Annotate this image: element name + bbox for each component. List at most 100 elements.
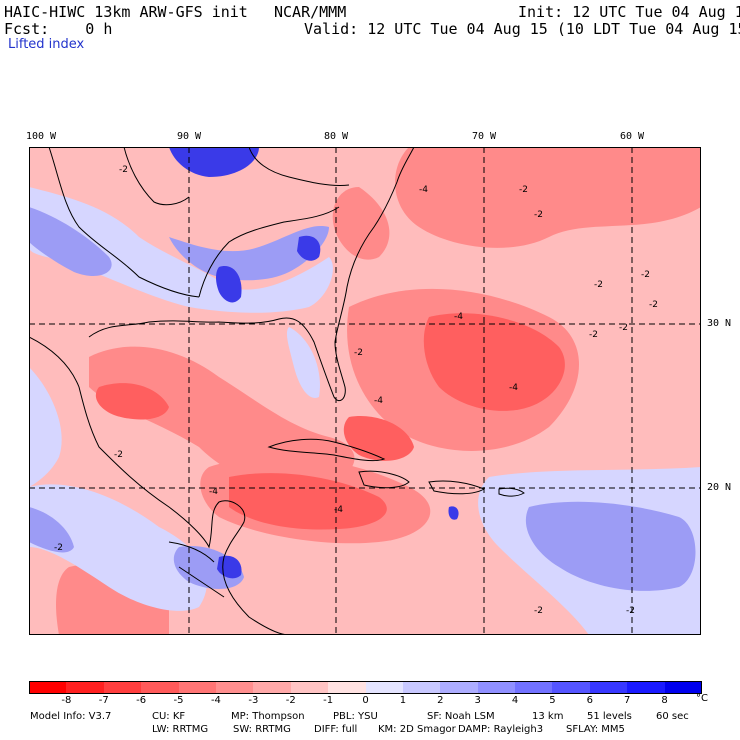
contour-label: -4 (209, 487, 218, 497)
contour-label: -4 (374, 396, 383, 406)
init-time: Init: 12 UTC Tue 04 Aug 15 (518, 3, 740, 21)
colorbar-label: -8 (61, 695, 72, 706)
contour-label: -2 (114, 450, 123, 460)
time-step: 60 sec (656, 711, 689, 722)
valid-time: Valid: 12 UTC Tue 04 Aug 15 (10 LDT Tue … (304, 20, 740, 38)
lon-label: 100 W (25, 131, 57, 142)
contour-label: -2 (626, 606, 635, 616)
li-region-pos-mid (29, 207, 112, 277)
lon-label: 80 W (323, 131, 349, 142)
li-region-neg (395, 147, 701, 248)
colorbar-label: -2 (285, 695, 296, 706)
contour-label: -2 (354, 348, 363, 358)
li-region-pos-strong (448, 506, 459, 520)
coastline (29, 147, 525, 635)
forecast-hour: Fcst: 0 h (4, 20, 113, 38)
colorbar-label: 7 (624, 695, 631, 706)
field-name: Lifted index (8, 37, 85, 52)
lon-label: 60 W (619, 131, 645, 142)
lat-lon-grid (29, 147, 701, 635)
colorbar-swatch (627, 681, 666, 694)
colorbar-label: 0 (362, 695, 369, 706)
contour-label: -4 (334, 505, 343, 515)
contour-label: -4 (454, 312, 463, 322)
lat-label: 20 N (707, 482, 732, 493)
vertical-levels: 51 levels (587, 711, 632, 722)
colorbar-unit: °C (696, 693, 708, 704)
damping-option: DAMP: Rayleigh3 (458, 724, 544, 735)
li-region-neg-strong (95, 383, 169, 420)
colorbar-label: -5 (173, 695, 184, 706)
diffusion-option: DIFF: full (314, 724, 358, 735)
colorbar-swatch (552, 681, 591, 694)
colorbar-swatch (402, 681, 441, 694)
li-region-pos-mid (29, 507, 74, 553)
colorbar-swatch (477, 681, 516, 694)
contour-label: -2 (619, 323, 628, 333)
km-option: KM: 2D Smagor (378, 724, 456, 735)
lat-label: 30 N (707, 318, 732, 329)
contour-labels: -2 -4 -2 -2 -2 -2 -2 -4 -4 -2 -4 -2 -2 -… (54, 165, 658, 616)
li-region-pos (29, 187, 333, 313)
surface-scheme: SF: Noah LSM (427, 711, 495, 722)
li-region-pos (29, 484, 207, 611)
microphysics-scheme: MP: Thompson (231, 711, 305, 722)
contour-label: -4 (419, 185, 428, 195)
colorbar-swatch (103, 681, 142, 694)
colorbar-label: 2 (437, 695, 444, 706)
lon-label: 70 W (471, 131, 497, 142)
colorbar-label: 1 (399, 695, 407, 706)
colorbar-label: 3 (474, 695, 481, 706)
li-region-pos-strong (169, 147, 259, 177)
contour-label: -2 (119, 165, 128, 175)
colorbar-swatch (29, 681, 67, 694)
contour-label: -2 (534, 606, 543, 616)
lon-label: 90 W (176, 131, 202, 142)
lifted-index-map: -2 -4 -2 -2 -2 -2 -2 -4 -4 -2 -4 -2 -2 -… (29, 147, 701, 635)
li-region-pos-mid (169, 226, 329, 281)
li-region-neg (332, 187, 390, 260)
contour-label: -2 (534, 210, 543, 220)
surface-layer-option: SFLAY: MM5 (566, 724, 625, 735)
contour-label: -2 (641, 270, 650, 280)
colorbar-label: 4 (511, 695, 519, 706)
colorbar-label: -6 (136, 695, 147, 706)
li-region-neg-strong (423, 313, 565, 411)
li-region-pos-strong (297, 235, 321, 261)
li-region-pos (29, 367, 62, 487)
shortwave-scheme: SW: RRTMG (233, 724, 291, 735)
organization-label: NCAR/MMM (274, 3, 347, 21)
contour-label: -2 (54, 543, 63, 553)
colorbar-swatch (253, 681, 292, 694)
model-title: HAIC-HIWC 13km ARW-GFS init (4, 3, 248, 21)
colorbar-label: -3 (248, 695, 259, 706)
cumulus-scheme: CU: KF (152, 711, 186, 722)
colorbar-swatch (664, 681, 703, 694)
colorbar-swatch (66, 681, 105, 694)
colorbar-swatch (141, 681, 180, 694)
colorbar-label: -4 (210, 695, 221, 706)
colorbar-label: -1 (323, 695, 334, 706)
map-frame (29, 147, 701, 635)
li-region-pos (286, 327, 320, 398)
pbl-scheme: PBL: YSU (333, 711, 378, 722)
model-info: Model Info: V3.7 (30, 711, 112, 722)
colorbar-swatch (365, 681, 404, 694)
colorbar-label: 8 (661, 695, 668, 706)
contour-label: -2 (589, 330, 598, 340)
colorbar-swatch (328, 681, 366, 694)
colorbar-frame (29, 681, 702, 694)
colorbar-label: 5 (549, 695, 556, 706)
colorbar-swatch (515, 681, 553, 694)
contour-label: -2 (519, 185, 528, 195)
colorbar-swatch (215, 681, 254, 694)
contour-label: -2 (649, 300, 658, 310)
colorbar-swatch (290, 681, 329, 694)
contour-label: -2 (594, 280, 603, 290)
resolution: 13 km (532, 711, 564, 722)
colorbar-swatch (440, 681, 479, 694)
li-region-neg (89, 346, 355, 490)
colorbar-swatch (178, 681, 217, 694)
longwave-scheme: LW: RRTMG (152, 724, 209, 735)
colorbar-label: 6 (586, 695, 594, 706)
